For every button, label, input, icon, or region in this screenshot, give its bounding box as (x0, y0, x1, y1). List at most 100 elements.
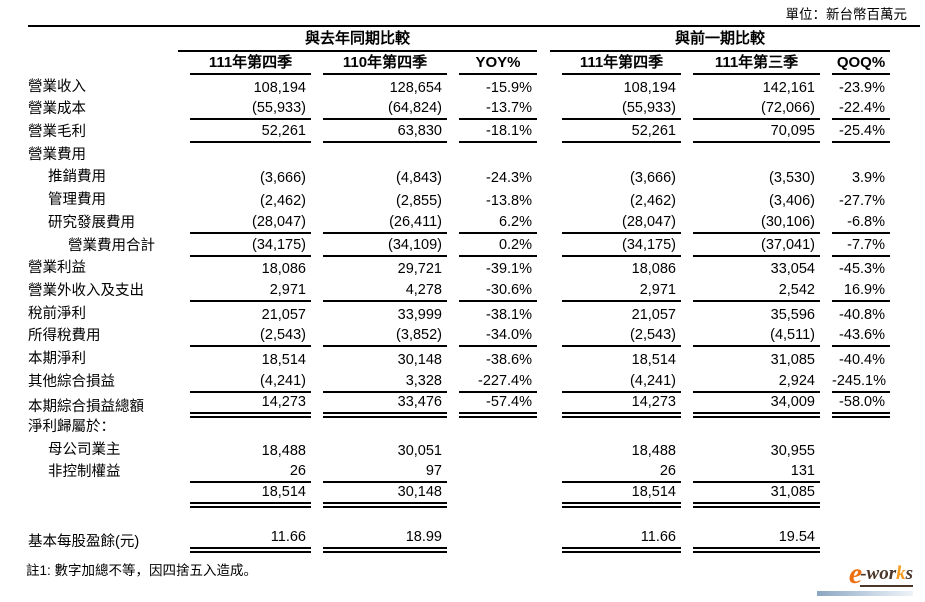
value-cell: 6.2% (447, 213, 537, 234)
value-cell: -13.7% (447, 99, 537, 121)
value-cell: (4,843) (396, 170, 442, 187)
table-row: 營業費用 (28, 143, 890, 166)
value-cell (447, 507, 537, 508)
column-header: 111年第四季 (178, 54, 311, 75)
value-cell: 34,009 (681, 393, 820, 418)
value-cell: -40.4% (839, 351, 885, 368)
value-cell: (28,047) (550, 213, 681, 234)
table-row: 營業費用合計 (34,175) (34,109) 0.2% (34,175) (37,04… (28, 234, 890, 257)
value-cell: 11.66 (178, 528, 311, 554)
value-cell (820, 552, 890, 553)
eworks-logo-k: k (896, 563, 906, 584)
table-row: 推銷費用 (3,666) (4,843) -24.3% (3,666) (3,530) 3.… (28, 166, 890, 189)
value-cell: -45.3% (839, 261, 885, 278)
value-cell: 52,261 (550, 122, 681, 144)
value-cell: 18,086 (631, 261, 676, 278)
value-cell: (34,175) (178, 236, 311, 257)
value-cell: 3,328 (311, 372, 447, 393)
value-cell: -30.6% (447, 281, 537, 302)
value-cell: 21,057 (261, 306, 306, 323)
value-cell: (55,933) (550, 99, 681, 121)
value-cell: 16.9% (820, 281, 890, 302)
row-label: 研究發展費用 (48, 214, 135, 231)
value-cell: (3,530) (769, 170, 815, 187)
value-cell: -245.1% (820, 372, 890, 393)
table-row: 淨利歸屬於： (28, 415, 890, 438)
row-label: 營業利益 (28, 260, 86, 277)
value-cell: -58.0% (820, 393, 890, 418)
value-cell (820, 460, 890, 461)
value-cell (311, 165, 447, 166)
value-cell: 18,514 (550, 483, 681, 509)
value-cell: (3,852) (311, 326, 447, 348)
value-cell: -15.9% (486, 79, 532, 96)
table-body: 營業收入 108,194 128,654 -15.9% 108,194 142,161 -2… (28, 75, 890, 554)
value-cell: 26 (178, 462, 311, 484)
value-cell: 33,999 (397, 306, 442, 323)
value-cell: 0.2% (447, 236, 537, 257)
value-cell: 2,924 (681, 372, 820, 393)
value-cell: -27.7% (839, 193, 885, 210)
value-cell (178, 437, 311, 438)
row-label: 管理費用 (48, 192, 106, 209)
value-cell: 2,971 (550, 281, 681, 302)
table-row: 營業利益 18,086 29,721 -39.1% 18,086 33,054 -45.3% (28, 257, 890, 280)
table-row: 稅前淨利 21,057 33,999 -38.1% 21,057 35,596 -40.8% (28, 302, 890, 325)
value-cell: 128,654 (389, 79, 442, 96)
column-header: 111年第三季 (681, 54, 820, 75)
value-cell: (34,109) (311, 236, 447, 257)
eworks-logo-s: s (905, 563, 913, 584)
row-label: 本期淨利 (28, 350, 86, 367)
value-cell: 18,488 (261, 442, 306, 459)
table-row: 母公司業主 18,488 30,051 18,488 30,955 (28, 438, 890, 461)
row-label: 稅前淨利 (28, 305, 86, 322)
value-cell: (2,543) (178, 326, 311, 348)
table-row: 本期綜合損益總額 14,273 33,476 -57.4% 14,273 34,009 -5… (28, 393, 890, 418)
value-cell: 30,051 (397, 442, 442, 459)
value-cell: 21,057 (631, 306, 676, 323)
table-row: 管理費用 (2,462) (2,855) -13.8% (2,462) (3,406) -2… (28, 188, 890, 211)
value-cell: -227.4% (447, 372, 537, 393)
column-header-row: 111年第四季 110年第四季 YOY% 111年第四季 111年第三季 QOQ… (28, 51, 890, 75)
row-label: 營業收入 (28, 78, 86, 95)
row-label: 營業外收入及支出 (28, 282, 144, 299)
row-label: 營業成本 (28, 101, 86, 118)
value-cell: 35,596 (770, 306, 815, 323)
value-cell (447, 482, 537, 483)
value-cell: 70,095 (681, 122, 820, 144)
row-label: 非控制權益 (48, 464, 121, 481)
value-cell (447, 437, 537, 438)
value-cell: 63,830 (311, 122, 447, 144)
value-cell: (4,241) (178, 372, 311, 393)
value-cell: (55,933) (178, 99, 311, 121)
value-cell: (2,462) (260, 193, 306, 210)
value-cell (447, 552, 537, 553)
value-cell (178, 165, 311, 166)
value-cell: (2,543) (550, 326, 681, 348)
value-cell: -7.7% (820, 236, 890, 257)
value-cell: 18,086 (261, 261, 306, 278)
value-cell: (28,047) (178, 213, 311, 234)
value-cell: 97 (311, 462, 447, 484)
value-cell (447, 165, 537, 166)
value-cell (820, 507, 890, 508)
row-label: 基本每股盈餘(元) (28, 534, 140, 551)
column-header: QOQ% (820, 54, 890, 75)
row-label: 營業費用合計 (68, 237, 155, 254)
value-cell: (2,855) (396, 193, 442, 210)
value-cell: -40.8% (839, 306, 885, 323)
value-cell: -38.6% (486, 351, 532, 368)
value-cell: -25.4% (820, 122, 890, 144)
column-header: 110年第四季 (311, 54, 447, 75)
unit-label: 單位：新台幣百萬元 (785, 7, 908, 22)
value-cell: 18,514 (261, 351, 306, 368)
eworks-logo-bar (817, 591, 913, 596)
value-cell: 18.99 (311, 528, 447, 554)
table-row: 本期淨利 18,514 30,148 -38.6% 18,514 31,085 -40.4% (28, 347, 890, 370)
value-cell: (3,406) (769, 193, 815, 210)
value-cell: (3,666) (630, 170, 676, 187)
value-cell: 30,148 (311, 483, 447, 509)
value-cell: (3,666) (260, 170, 306, 187)
row-label: 本期綜合損益總額 (28, 398, 144, 415)
row-label: 淨利歸屬於： (28, 419, 115, 435)
